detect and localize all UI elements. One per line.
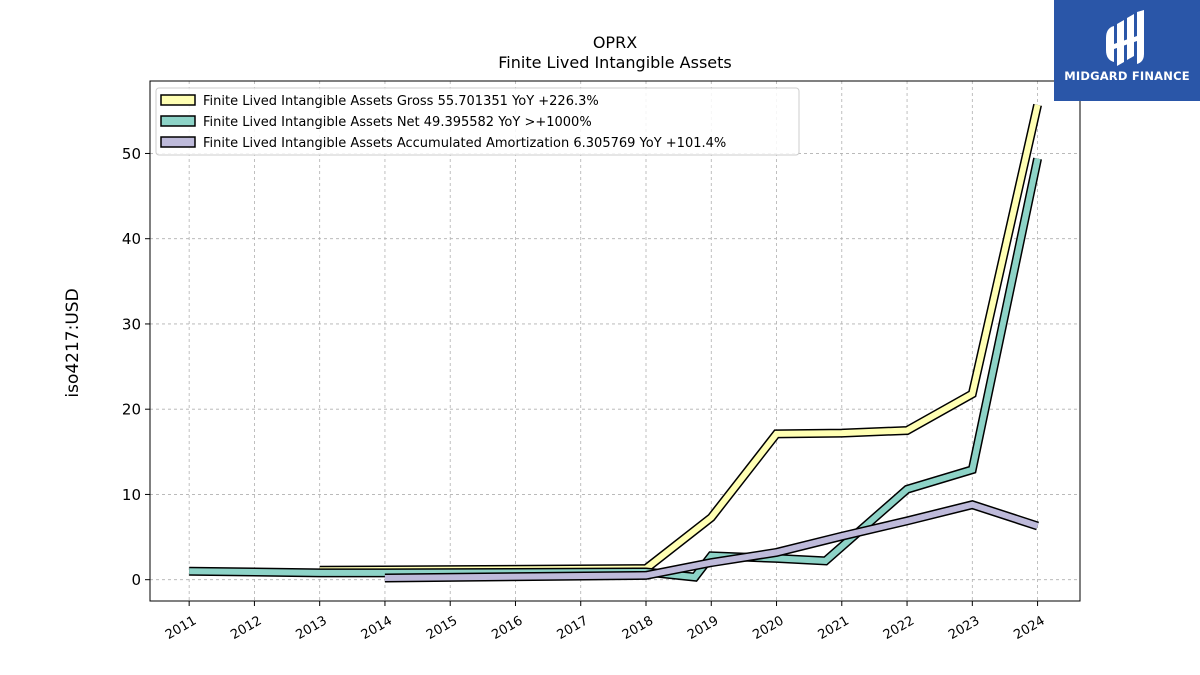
legend-box [155, 87, 800, 156]
grid [150, 81, 1080, 601]
legend-swatch [160, 115, 196, 127]
x-tick-label: 2021 [816, 613, 852, 643]
x-tick-label: 2015 [424, 613, 460, 643]
x-tick-label: 2014 [359, 613, 395, 643]
y-tick-label: 20 [122, 401, 141, 419]
legend-entry: Finite Lived Intangible Assets Accumulat… [203, 136, 726, 151]
y-tick-label: 0 [131, 571, 141, 589]
midgard-finance-logo: MIDGARD FINANCE [1054, 0, 1200, 101]
legend: Finite Lived Intangible Assets Gross 55.… [155, 87, 800, 156]
plot-frame [149, 80, 1081, 602]
logo-text: MIDGARD FINANCE [1064, 69, 1190, 83]
x-tick-label: 2020 [750, 613, 786, 643]
series-layer [189, 103, 1043, 583]
series-line [384, 501, 1039, 581]
series-line [319, 104, 1041, 574]
x-tick-label: 2013 [294, 613, 330, 643]
y-axis-label: iso4217:USD [63, 288, 83, 397]
x-tick-label: 2023 [946, 613, 982, 643]
x-tick-label: 2018 [620, 613, 656, 643]
y-axis: 0 10 20 30 40 50 [122, 145, 150, 589]
series-line-outline [319, 103, 1042, 575]
legend-entry: Finite Lived Intangible Assets Gross 55.… [203, 94, 599, 109]
chart-subtitle: Finite Lived Intangible Assets [498, 53, 731, 72]
series-line-outline [189, 157, 1043, 582]
y-tick-label: 30 [122, 315, 141, 333]
legend-swatch [160, 94, 196, 106]
x-tick-label: 2016 [489, 613, 525, 643]
x-tick-label: 2024 [1011, 613, 1047, 643]
legend-swatch [160, 136, 196, 148]
x-tick-label: 2011 [163, 613, 199, 643]
logo-mark-icon [1106, 10, 1144, 66]
x-tick-label: 2022 [881, 613, 917, 643]
x-tick-label: 2019 [685, 613, 721, 643]
y-tick-label: 40 [122, 230, 141, 248]
x-axis: 2011 2012 2013 2014 2015 2016 2017 2018 2019 2020… [163, 601, 1048, 643]
y-tick-label: 10 [122, 486, 141, 504]
series-line [189, 157, 1041, 581]
x-tick-label: 2017 [555, 613, 591, 643]
chart-title: OPRX [593, 33, 637, 52]
legend-entry: Finite Lived Intangible Assets Net 49.39… [203, 115, 592, 130]
y-tick-label: 50 [122, 145, 141, 163]
x-tick-label: 2012 [228, 613, 264, 643]
